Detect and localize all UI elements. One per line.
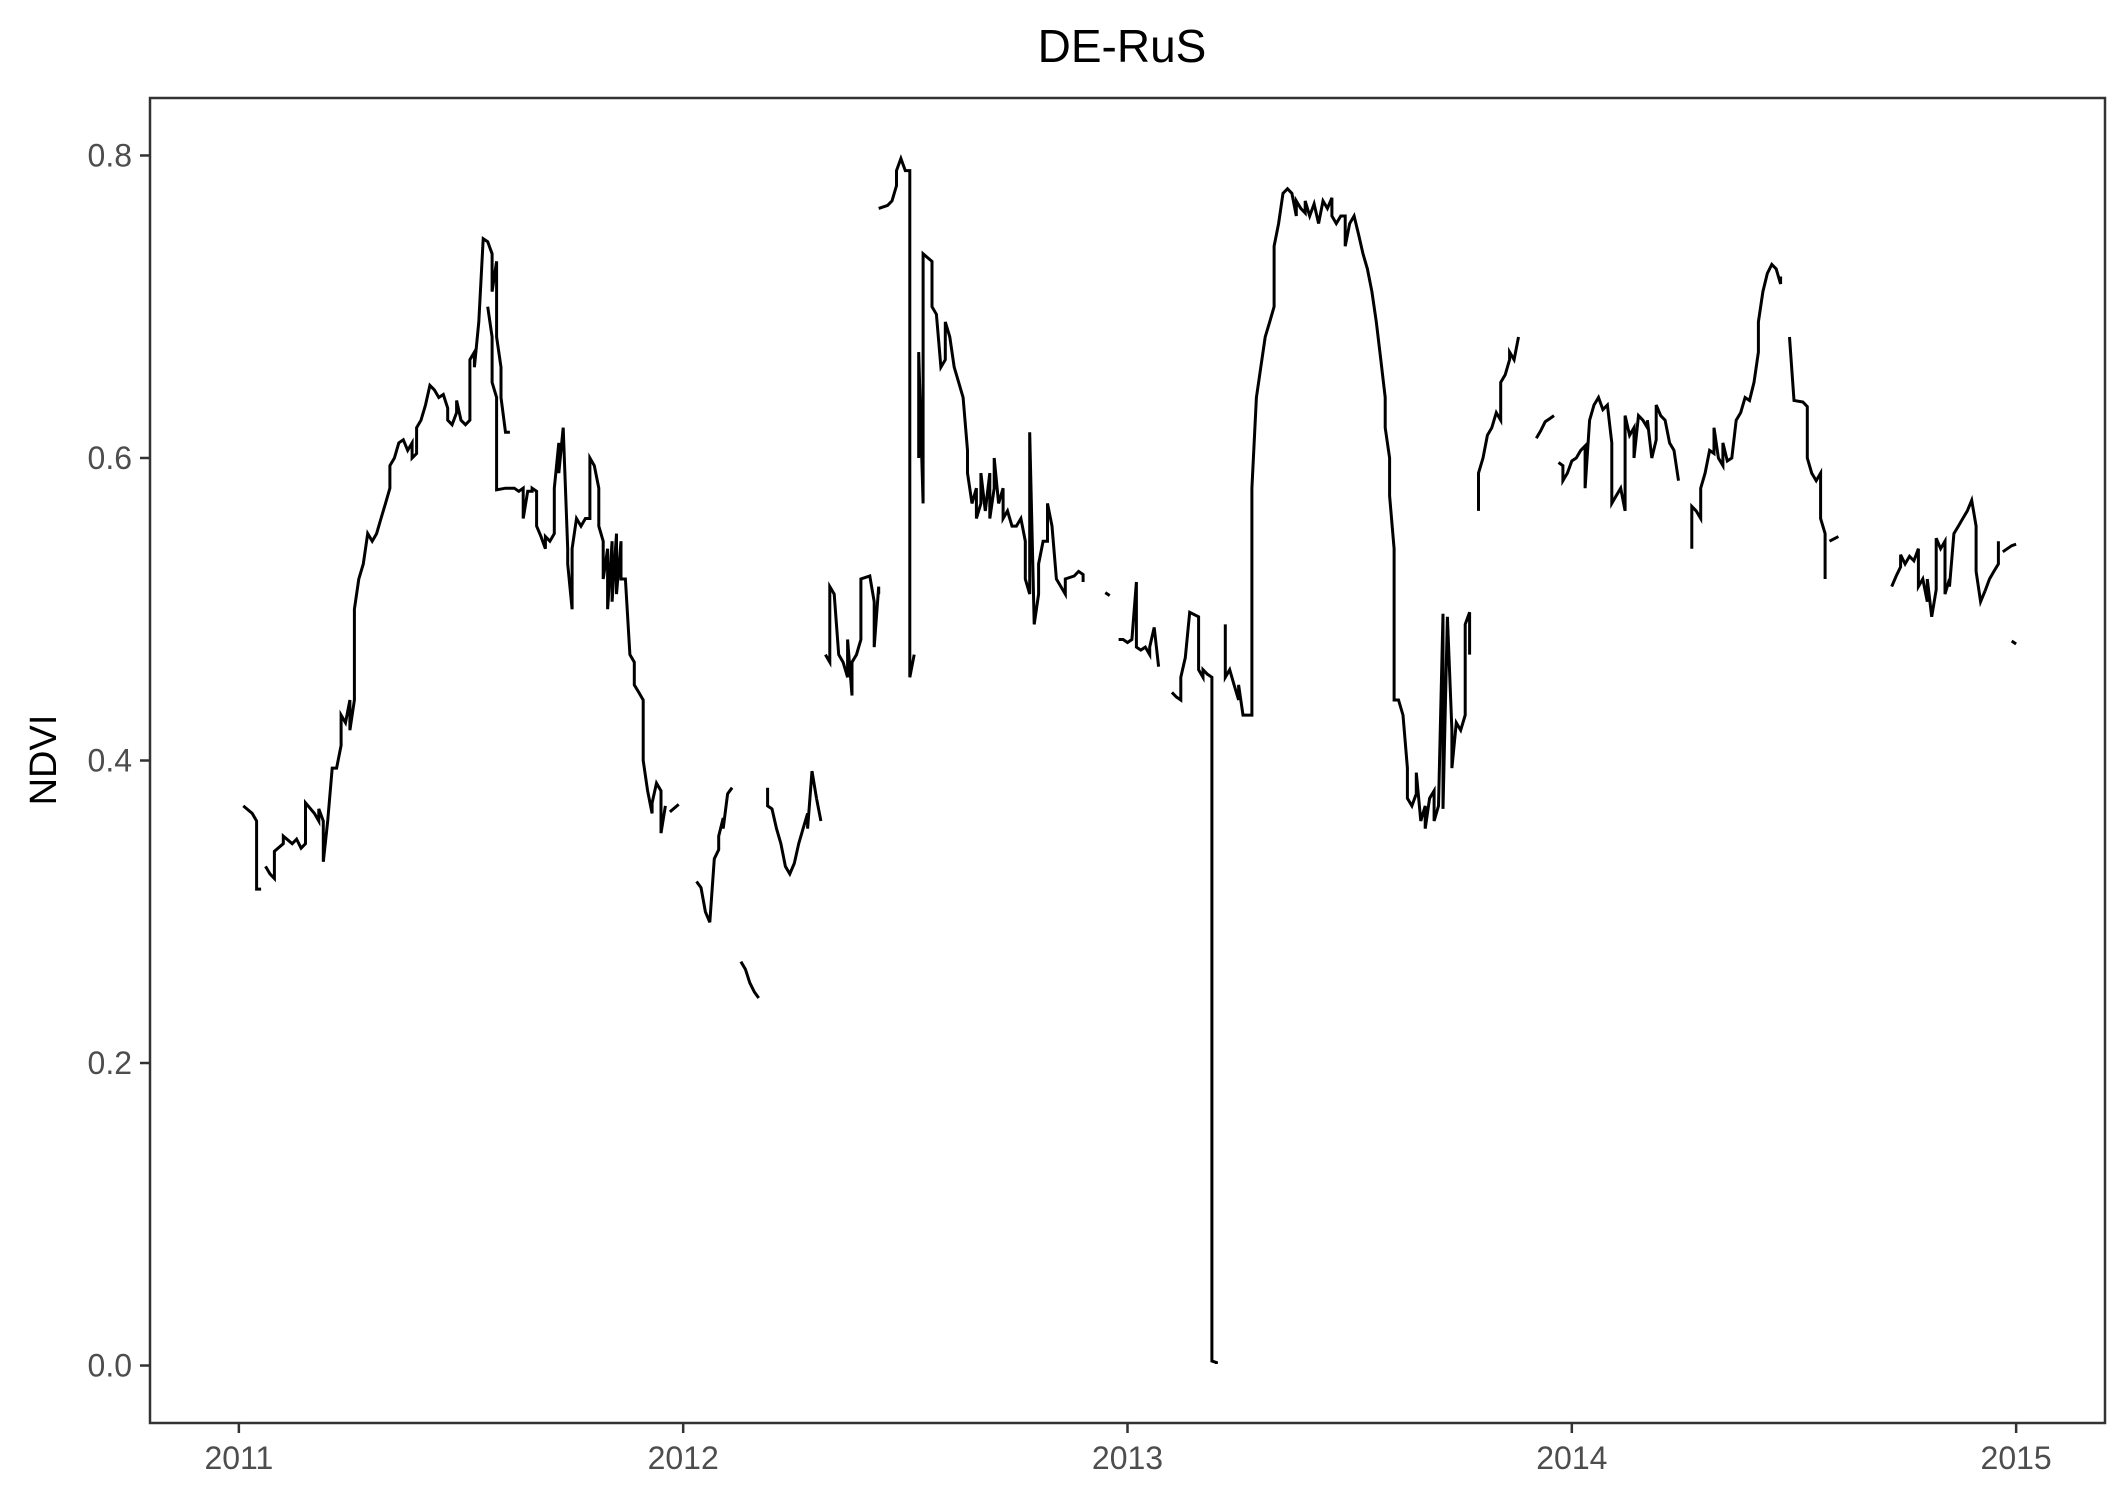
ndvi-line-segment: [1477, 336, 1520, 511]
ndvi-line-segment: [824, 574, 881, 696]
y-tick-label: 0.0: [88, 1348, 132, 1384]
y-tick-label: 0.2: [88, 1045, 132, 1081]
y-tick-label: 0.6: [88, 440, 132, 476]
x-tick-label: 2015: [1981, 1440, 2052, 1476]
ndvi-line-segment: [815, 798, 823, 822]
x-tick-label: 2012: [648, 1440, 719, 1476]
ndvi-line-segment: [1828, 535, 1840, 543]
ndvi-line-segment: [878, 154, 916, 678]
ndvi-line-segment: [695, 786, 734, 923]
ndvi-line-segment: [1890, 494, 1987, 618]
ndvi-line-segment: [1170, 609, 1218, 1364]
ndvi-line-segment: [1788, 336, 1827, 579]
ndvi-line-segment: [242, 804, 262, 891]
x-tick-label: 2013: [1092, 1440, 1163, 1476]
y-axis-title: NDVI: [23, 715, 65, 806]
ndvi-line-segment: [1223, 186, 1472, 829]
ndvi-line-segment: [264, 235, 510, 883]
ndvi-line-segment: [2001, 542, 2017, 554]
series-layer: [242, 154, 2017, 1364]
ndvi-line-segment: [1104, 591, 1111, 597]
ndvi-line-segment: [739, 960, 760, 999]
plot-panel: [148, 96, 2107, 1425]
ndvi-line-segment: [1690, 261, 1783, 549]
x-tick-label: 2011: [204, 1440, 273, 1476]
ndvi-line-segment: [1557, 394, 1680, 512]
ndvi-line-segment: [917, 250, 1085, 625]
x-axis: 2011 2012 2013 2014 2015: [204, 1423, 2052, 1476]
ndvi-line-segment: [668, 803, 680, 814]
y-tick-label: 0.8: [88, 137, 132, 173]
chart-title: DE-RuS: [1038, 20, 1207, 72]
ndvi-line-segment: [1983, 541, 2000, 592]
y-axis: 0.0 0.2 0.4 0.6 0.8: [88, 137, 150, 1384]
ndvi-line-segment: [766, 770, 818, 878]
x-tick-label: 2014: [1536, 1440, 1607, 1476]
ndvi-line-segment: [486, 306, 667, 834]
ndvi-line-segment: [1535, 414, 1555, 440]
ndvi-line-segment: [1118, 581, 1161, 667]
y-tick-label: 0.4: [88, 743, 132, 779]
ndvi-line-segment: [2010, 639, 2017, 646]
